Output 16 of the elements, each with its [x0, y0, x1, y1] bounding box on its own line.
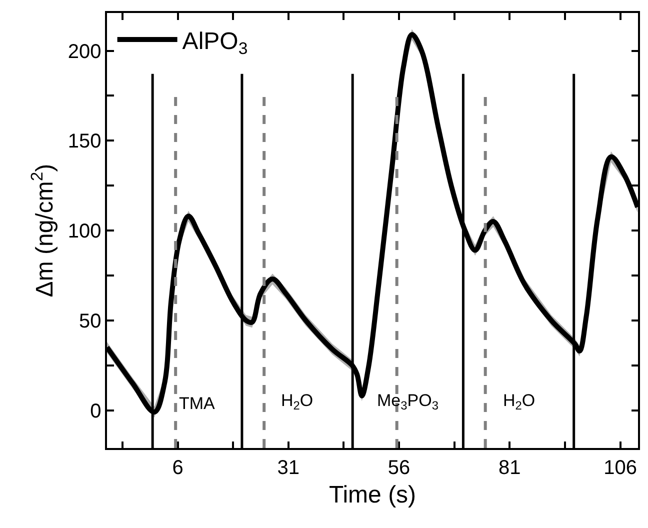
x-tick-label: 31 — [277, 456, 300, 479]
x-tick-label: 106 — [604, 456, 637, 479]
x-tick-label: 81 — [498, 456, 521, 479]
y-tick-label: 100 — [68, 220, 102, 242]
x-tick-label: 6 — [172, 456, 184, 479]
y-tick-label: 50 — [79, 310, 102, 332]
annotation: H$_{2}$O — [503, 391, 536, 413]
legend-label: AlPO$_{3}$ — [182, 28, 248, 58]
annotation: TMA — [179, 394, 216, 413]
annotation: Me$_{3}$PO$_{3}$ — [377, 391, 439, 413]
x-axis-title: Time (s) — [328, 482, 416, 509]
y-tick-label: 200 — [68, 40, 102, 63]
annotation: H$_{2}$O — [281, 391, 314, 413]
x-tick-label: 56 — [388, 456, 410, 479]
y-tick-label: 150 — [68, 130, 102, 153]
y-tick-label: 0 — [90, 400, 102, 422]
